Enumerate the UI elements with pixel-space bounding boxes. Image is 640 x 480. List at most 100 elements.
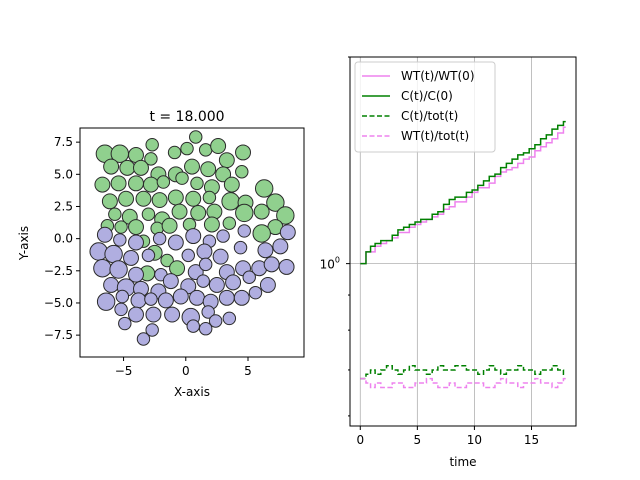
scatter-title: t = 18.000 [149, 109, 224, 125]
scatter-y-tick-label: 0.0 [54, 232, 73, 246]
green-cell-24 [142, 176, 159, 193]
purple-cell-41 [259, 276, 276, 293]
line-x-tick-label: 15 [524, 433, 539, 447]
green-cell-31 [101, 193, 118, 210]
green-cell-11 [235, 144, 251, 161]
green-cell-8 [198, 143, 213, 157]
green-cell-50 [276, 206, 295, 225]
green-cell-19 [215, 166, 232, 183]
purple-cell-18 [257, 242, 274, 259]
purple-cell-58 [201, 305, 215, 319]
purple-cell-11 [104, 244, 123, 264]
purple-cell-60 [118, 316, 132, 331]
legend-label: C(t)/tot(t) [401, 109, 458, 123]
purple-cell-42 [96, 292, 116, 311]
purple-cell-65 [136, 332, 151, 346]
green-cell-55 [161, 217, 178, 234]
line-x-ticks: 0 5 10 15 [356, 426, 539, 447]
scatter-x-tick-label: 0 [182, 364, 190, 378]
series-line-0 [360, 126, 566, 265]
green-cell-25 [156, 175, 171, 189]
green-cell-20 [235, 165, 249, 179]
legend-items: WT(t)/WT(0) C(t)/C(0) C(t)/tot(t) WT(t)/tot… [362, 69, 475, 143]
scatter-frame [79, 127, 305, 358]
purple-cell-14 [181, 248, 195, 263]
green-cell-63 [160, 253, 174, 268]
purple-cell-47 [172, 288, 189, 305]
line-series-layer [360, 120, 566, 389]
line-frame [349, 56, 577, 427]
green-cell-36 [185, 190, 202, 207]
green-cell-47 [206, 203, 223, 220]
purple-cell-52 [248, 285, 263, 300]
green-cell-45 [171, 203, 188, 220]
green-cell-34 [151, 192, 168, 209]
green-cell-9 [210, 138, 227, 154]
purple-cell-2 [128, 234, 144, 251]
legend-box [354, 61, 496, 153]
green-cell-30 [254, 179, 274, 198]
green-cell-33 [135, 190, 152, 207]
purple-cell-39 [225, 274, 242, 291]
scatter-y-tick-label: 5.0 [54, 167, 73, 181]
purple-cell-25 [198, 257, 213, 272]
purple-cell-59 [222, 311, 237, 326]
purple-cell-1 [113, 233, 127, 247]
legend-label: C(t)/C(0) [401, 89, 453, 103]
purple-cell-44 [130, 292, 147, 309]
purple-cell-37 [196, 274, 210, 288]
green-cell-12 [103, 158, 120, 175]
green-cell-13 [119, 159, 136, 176]
green-cell-23 [128, 175, 144, 192]
purple-cell-31 [103, 276, 120, 293]
green-cell-52 [114, 220, 128, 234]
green-cell-7 [189, 130, 203, 144]
purple-cell-9 [279, 224, 296, 241]
green-cell-57 [203, 216, 220, 233]
green-cell-40 [266, 193, 285, 212]
legend-label: WT(t)/tot(t) [401, 129, 469, 143]
purple-cell-54 [128, 306, 144, 323]
purple-cell-7 [216, 229, 230, 243]
scatter-x-tick-label: 5 [244, 364, 252, 378]
scatter-y-tick-label: −5.0 [44, 296, 73, 310]
green-cell-58 [222, 216, 237, 230]
purple-cell-19 [272, 238, 289, 255]
legend-label: WT(t)/WT(0) [401, 69, 475, 83]
scatter-y-ticks: −7.5 −5.0 −2.5 0.0 2.5 5.0 7.5 [44, 135, 80, 342]
purple-cell-5 [185, 228, 202, 245]
green-cell-6 [180, 141, 194, 156]
purple-cell-51 [233, 289, 250, 306]
legend: WT(t)/WT(0) C(t)/C(0) C(t)/tot(t) WT(t)/tot… [354, 61, 496, 153]
green-cell-18 [200, 161, 217, 178]
green-cell-3 [145, 138, 159, 152]
line-panel: 0 5 10 15 10 0 time WT(t)/WT(0) C(t)/C(0) C(t)… [320, 56, 577, 469]
purple-cell-0 [96, 226, 113, 243]
purple-cell-21 [109, 260, 128, 279]
purple-cell-55 [145, 306, 162, 323]
line-x-tick-label: 0 [356, 433, 364, 447]
purple-cell-53 [114, 302, 128, 317]
line-x-tick-label: 5 [414, 433, 422, 447]
purple-cell-48 [189, 289, 205, 306]
cell-layer [89, 130, 296, 346]
purple-cell-35 [162, 273, 179, 290]
purple-cell-20 [93, 259, 112, 278]
series-line-3 [360, 377, 566, 389]
green-cell-32 [118, 190, 135, 207]
series-line-2 [360, 364, 566, 380]
purple-cell-43 [115, 289, 130, 304]
scatter-x-ticks: −5 0 5 [115, 357, 252, 378]
purple-cell-45 [144, 292, 158, 306]
green-cell-53 [128, 219, 144, 236]
green-cell-14 [133, 159, 149, 176]
green-cell-35 [167, 189, 184, 206]
purple-cell-50 [218, 289, 235, 306]
green-cell-38 [221, 192, 240, 211]
purple-cell-64 [198, 321, 213, 336]
purple-cell-22 [128, 266, 144, 283]
scatter-y-tick-label: 7.5 [54, 135, 73, 149]
green-cell-10 [218, 152, 235, 169]
